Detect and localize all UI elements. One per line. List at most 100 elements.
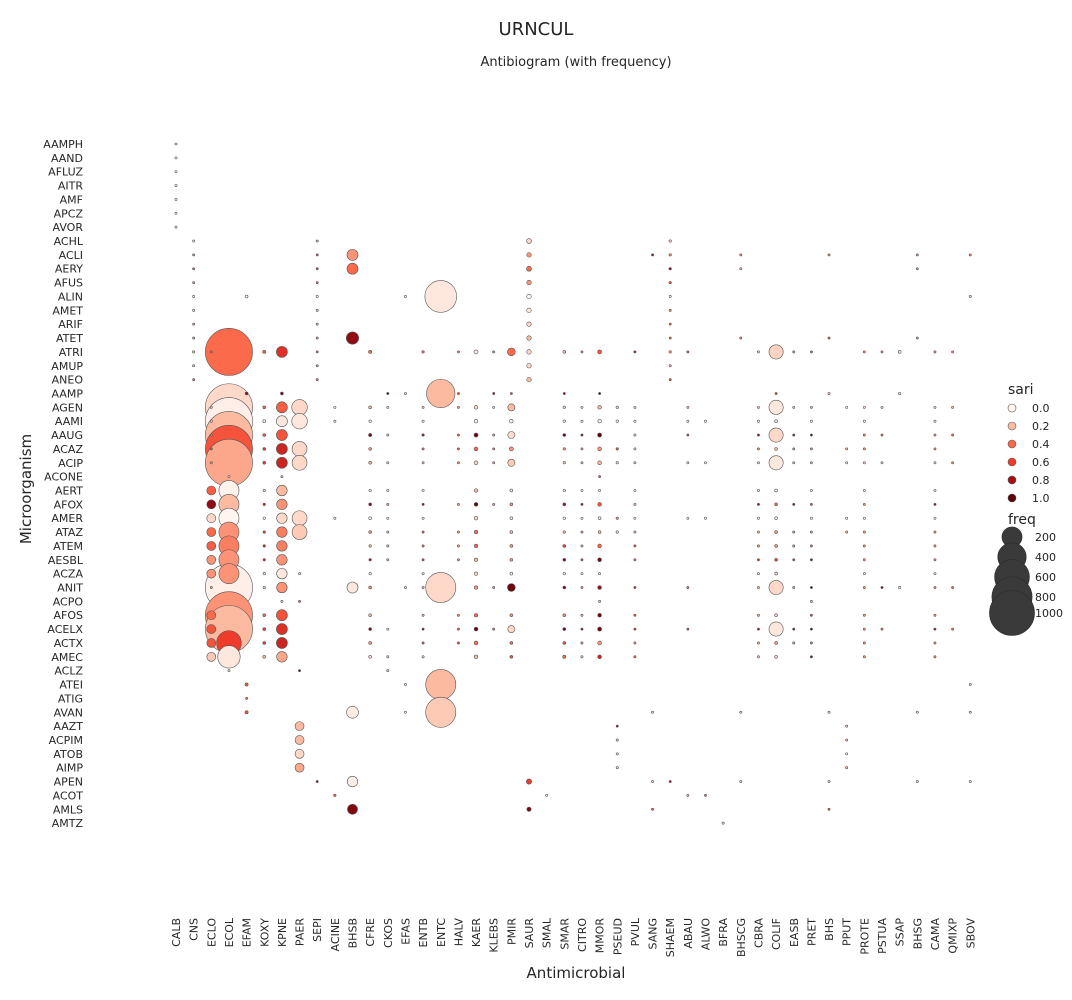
data-point (810, 599, 813, 603)
data-point (368, 627, 372, 631)
data-point (174, 156, 178, 160)
data-point (757, 419, 760, 423)
data-point (280, 475, 284, 479)
data-point (456, 530, 460, 534)
data-point (562, 654, 567, 659)
data-point (346, 581, 359, 594)
y-tick-label: ANEO (52, 374, 84, 387)
y-tick-label: ATAZ (55, 526, 83, 539)
data-point (739, 780, 743, 783)
data-point (933, 641, 937, 645)
x-tick-label: EFAS (399, 918, 412, 945)
x-tick-label: PPUT (841, 918, 854, 946)
data-point (404, 710, 407, 714)
data-point (206, 485, 217, 496)
x-tick-label: CNS (188, 918, 201, 941)
data-point (933, 489, 937, 492)
data-point (262, 544, 266, 548)
data-point (474, 405, 479, 410)
data-point (580, 530, 584, 534)
data-point (315, 253, 319, 257)
data-point (704, 419, 707, 423)
data-point (509, 558, 514, 562)
data-point (615, 530, 619, 534)
data-point (404, 295, 407, 298)
x-tick-label: KOXY (258, 918, 271, 947)
data-point (291, 524, 308, 540)
data-point (597, 446, 602, 452)
data-point (757, 502, 760, 506)
data-point (368, 544, 372, 548)
data-point (580, 586, 584, 589)
data-point (562, 488, 566, 493)
data-point (810, 433, 813, 437)
data-point (509, 655, 514, 659)
data-point (757, 655, 760, 659)
data-point (262, 641, 266, 645)
data-point (298, 599, 301, 603)
data-point (562, 544, 567, 548)
data-point (933, 405, 937, 409)
data-point (739, 253, 743, 257)
data-point (262, 655, 266, 659)
data-point (509, 530, 514, 534)
data-point (562, 350, 567, 354)
data-point (562, 392, 566, 395)
data-point (933, 461, 937, 465)
data-point (545, 794, 549, 797)
legend-size-label: 200 (1035, 531, 1056, 544)
data-point (526, 363, 532, 369)
data-point (262, 516, 266, 520)
data-point (276, 401, 288, 414)
y-tick-label: ACZA (53, 568, 84, 581)
data-point (421, 461, 425, 465)
data-point (845, 530, 849, 534)
data-point (509, 544, 514, 548)
data-point (294, 762, 305, 773)
data-point (862, 502, 866, 506)
data-point (262, 488, 266, 493)
data-point (386, 655, 390, 659)
data-point (368, 530, 372, 534)
data-point (768, 399, 784, 415)
data-point (768, 621, 784, 637)
data-point (474, 516, 479, 521)
data-point (580, 627, 584, 631)
data-point (276, 456, 288, 469)
x-tick-label: SANG (647, 918, 660, 949)
data-point (951, 461, 955, 465)
data-point (968, 295, 972, 298)
data-point (757, 627, 760, 631)
data-point (244, 294, 249, 299)
data-point (276, 484, 288, 497)
data-point (474, 585, 479, 590)
data-point (244, 682, 249, 687)
data-point (792, 350, 796, 354)
y-tick-label: ACLZ (54, 665, 83, 678)
y-tick-label: ACPO (53, 595, 84, 608)
data-point (774, 502, 778, 507)
y-tick-label: AFLUZ (48, 166, 83, 179)
data-point (810, 613, 813, 617)
data-point (757, 613, 760, 617)
data-point (315, 780, 319, 783)
data-point (845, 752, 849, 756)
y-tick-label: AMUP (51, 360, 83, 373)
x-tick-label: SSAP (894, 918, 907, 947)
data-point (792, 544, 796, 548)
data-point (651, 710, 654, 714)
data-point (633, 627, 637, 631)
data-point (421, 530, 425, 534)
data-point (633, 516, 637, 520)
data-point (192, 350, 196, 354)
data-point (597, 585, 602, 590)
data-point (862, 461, 866, 465)
y-tick-label: ACAZ (53, 443, 84, 456)
data-point (845, 516, 849, 520)
data-point (827, 807, 831, 811)
data-point (492, 586, 496, 589)
data-point (456, 405, 460, 409)
data-point (276, 554, 288, 566)
data-point (315, 308, 319, 312)
data-point (862, 655, 866, 659)
